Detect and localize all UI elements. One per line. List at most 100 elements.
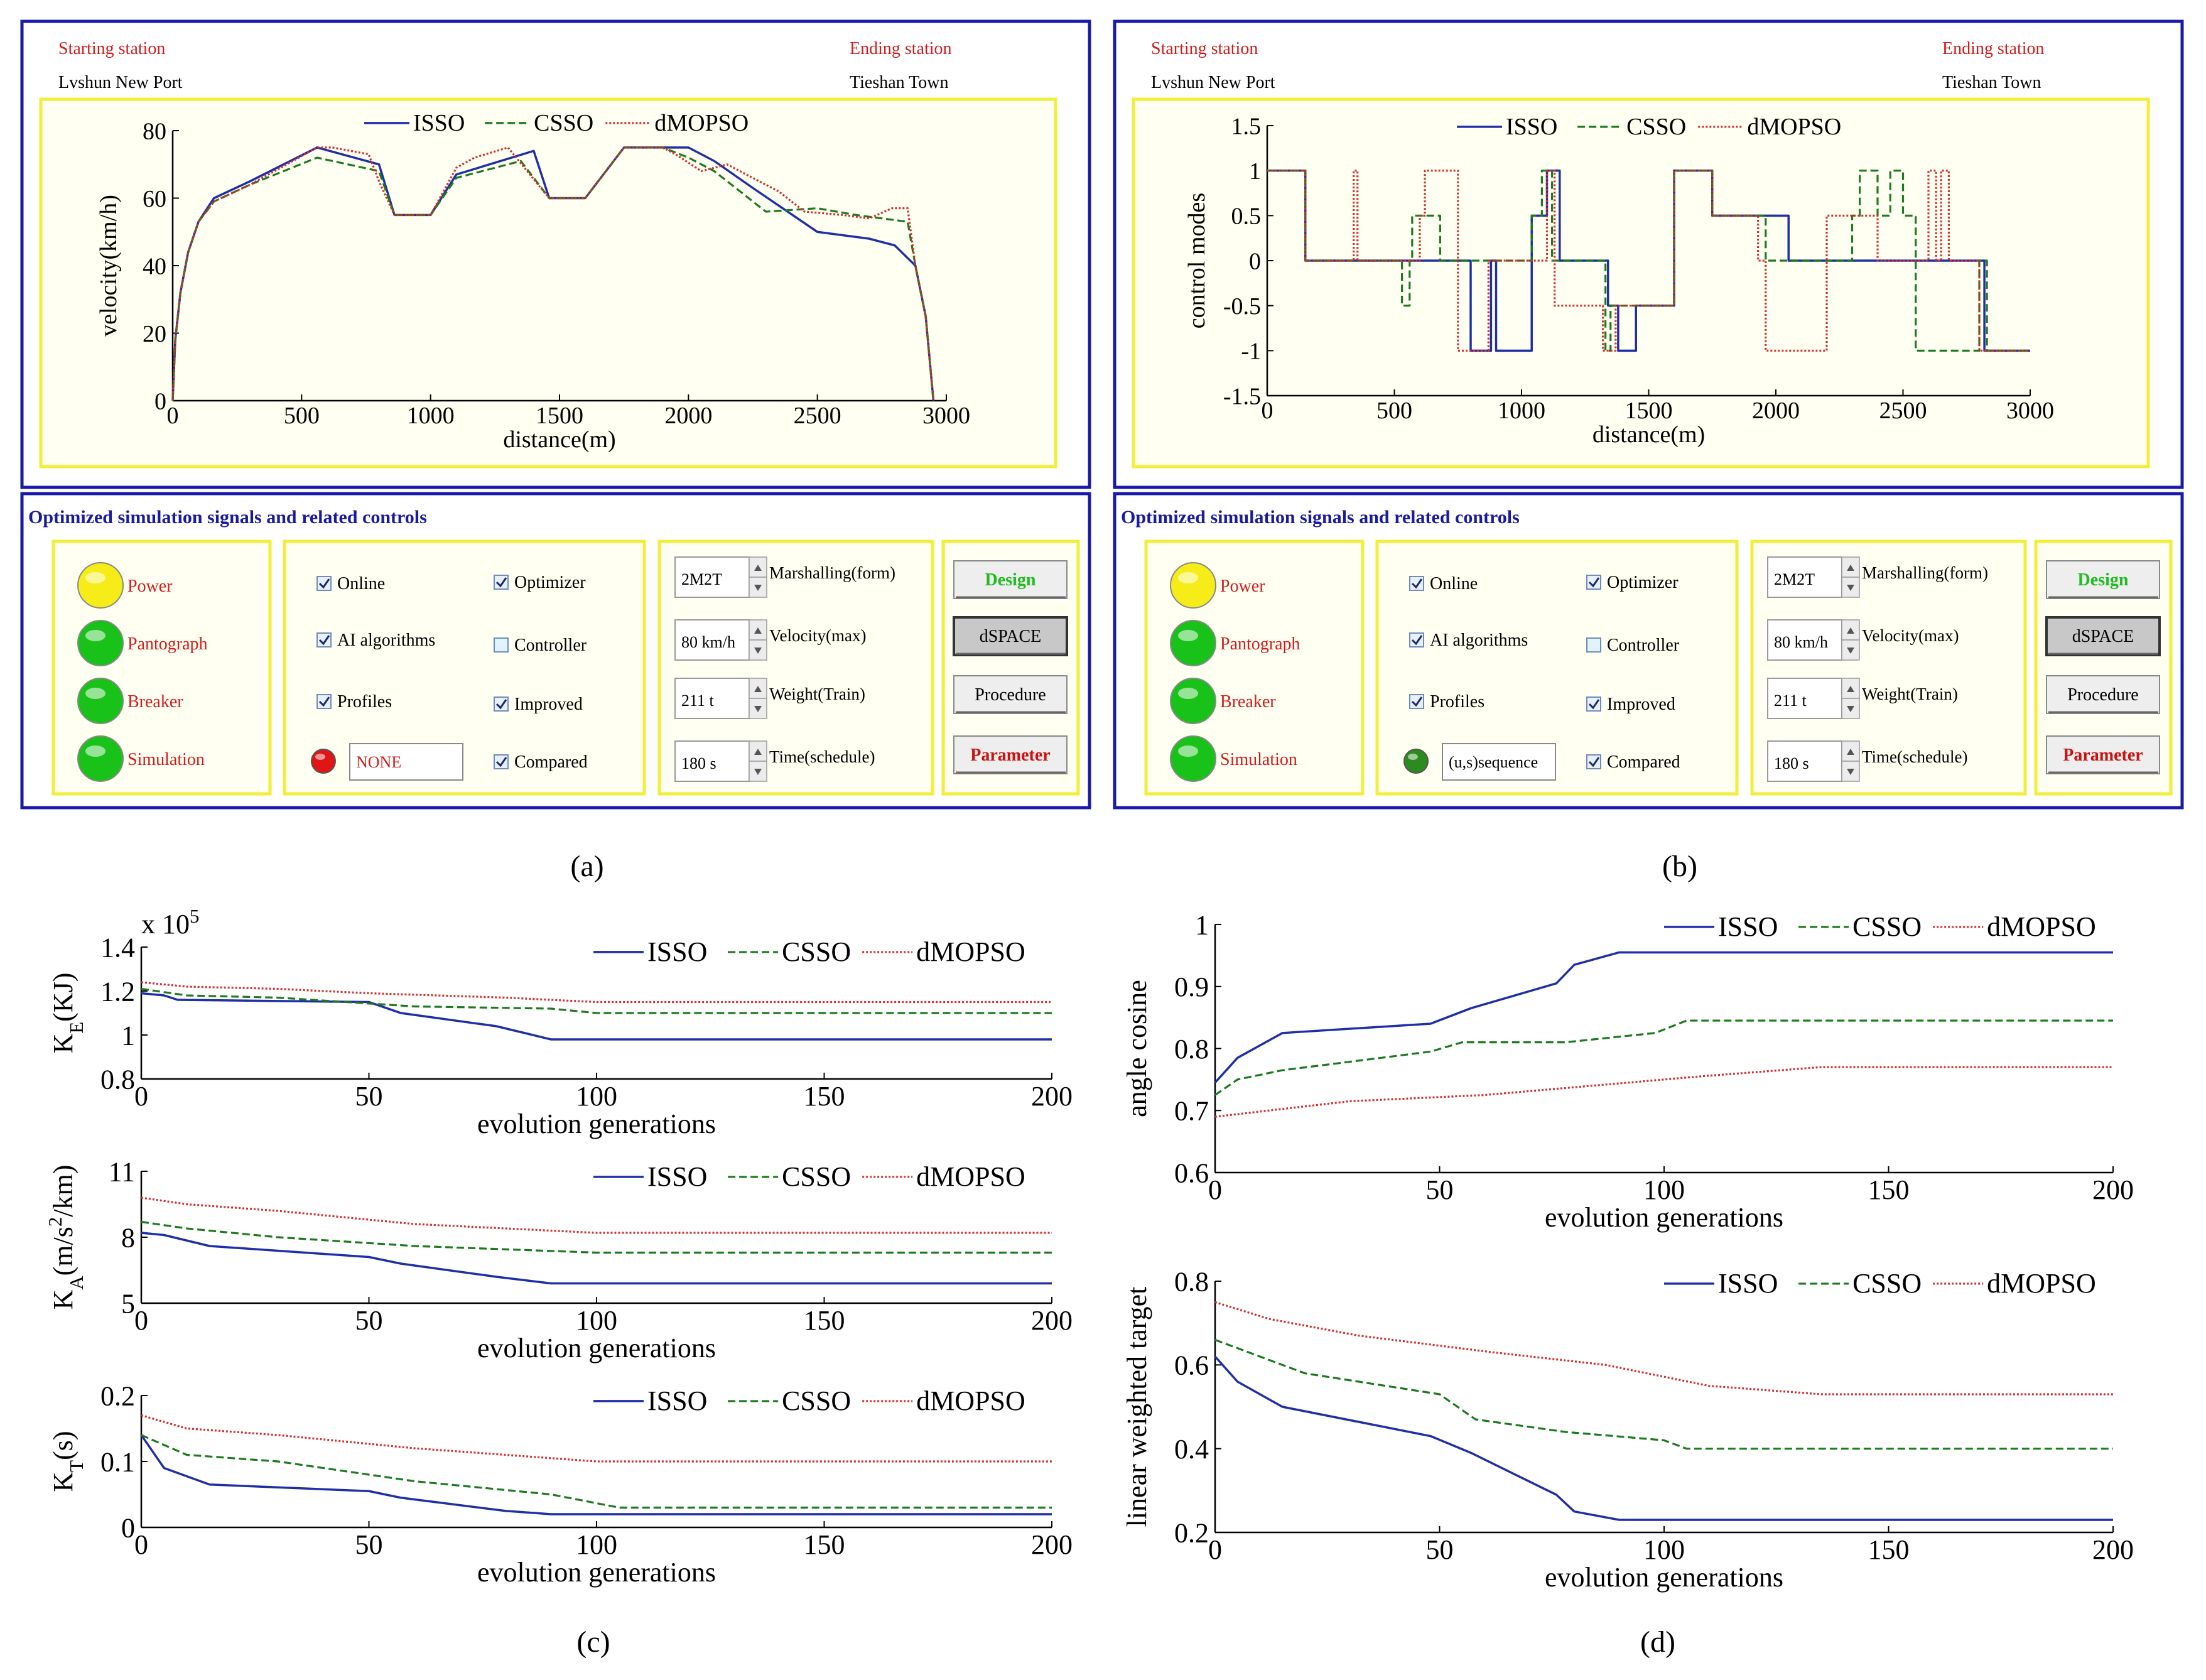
led-breaker-label: Breaker: [1220, 692, 1276, 712]
dspace-button[interactable]: [2045, 616, 2161, 656]
spinner-value: 80 km/h: [1774, 633, 1828, 651]
spinner-marshalling-input[interactable]: [1767, 556, 1842, 598]
series-isso: [140, 1434, 1052, 1515]
checkbox-online[interactable]: [1409, 576, 1424, 591]
status-field[interactable]: [1442, 743, 1556, 781]
y-tick-label: 0.6: [1174, 1350, 1209, 1381]
checkbox-controller[interactable]: [494, 637, 509, 653]
parameter-button[interactable]: [2046, 735, 2160, 774]
chart-ka: 0 50 100 150 200 5 8 11 evolution generations KA(…: [45, 1156, 1073, 1363]
spinner-velocity-input[interactable]: [674, 619, 750, 661]
spinner-weight-input[interactable]: [674, 678, 750, 719]
legend-label-isso: ISSO: [647, 936, 707, 967]
led-highlight: [85, 688, 105, 699]
led-power-label: Power: [127, 577, 173, 596]
checkmark-icon: [495, 699, 507, 710]
chart-kt: 0 50 100 150 200 0 0.1 0.2 evolution generations…: [48, 1380, 1073, 1587]
chevron-up-icon: [754, 749, 762, 755]
legend-label-csso: CSSO: [782, 1161, 851, 1192]
starting-station-label: Starting station: [58, 39, 165, 58]
y-tick-label: 0.8: [1174, 1266, 1209, 1297]
checkbox-improved[interactable]: [1586, 696, 1601, 712]
led-highlight: [1178, 688, 1198, 699]
chevron-up-icon: [1847, 686, 1854, 692]
x-axis-label: evolution generations: [477, 1557, 716, 1588]
checkbox-ai-algorithms[interactable]: [316, 632, 332, 648]
spinner-value: 2M2T: [681, 570, 722, 588]
y-tick-label: 20: [143, 321, 166, 347]
y-tick-label: 11: [109, 1156, 135, 1187]
led-simulation-label: Simulation: [127, 750, 205, 769]
checkmark-icon: [1411, 578, 1423, 589]
checkbox-online[interactable]: [316, 576, 332, 591]
spinner-velocity-input[interactable]: [1767, 619, 1842, 661]
chevron-up-icon: [1847, 565, 1854, 571]
y-tick-label: 1: [121, 1020, 135, 1051]
procedure-button-label: Procedure: [975, 685, 1046, 705]
x-axis-label: evolution generations: [1545, 1562, 1783, 1593]
checkbox-controller[interactable]: [1586, 637, 1601, 653]
spinner-time-input[interactable]: [1767, 740, 1842, 782]
series-isso: [1214, 1355, 2113, 1521]
x-axis-label: distance(m): [1592, 421, 1705, 448]
spinner-label: Marshalling(form): [769, 563, 895, 582]
checkbox-optimizer[interactable]: [494, 575, 509, 590]
x-tick-label: 2500: [1879, 398, 1927, 424]
spinner-time-input[interactable]: [674, 740, 750, 782]
legend-label-isso: ISSO: [647, 1385, 707, 1416]
spinner-down-button[interactable]: [749, 639, 767, 661]
led-highlight: [1178, 630, 1198, 641]
design-button[interactable]: [953, 560, 1068, 599]
checkbox-compared[interactable]: [494, 754, 509, 769]
checkbox-label: Compared: [1607, 752, 1680, 772]
y-tick-label: 1: [1249, 158, 1261, 185]
procedure-button[interactable]: [2046, 675, 2160, 714]
x-tick-label: 0: [134, 1081, 148, 1112]
caption-a: (a): [570, 850, 603, 883]
x-tick-label: 0: [1208, 1534, 1222, 1565]
y-tick-label: 0.5: [1231, 203, 1262, 230]
status-indicator: [1403, 749, 1429, 774]
checkbox-compared[interactable]: [1586, 754, 1601, 769]
spinner-label: Marshalling(form): [1862, 563, 1988, 582]
checkbox-ai-algorithms[interactable]: [1409, 632, 1424, 648]
checkbox-label: Profiles: [337, 692, 392, 712]
x-tick-label: 1500: [536, 403, 583, 429]
status-highlight: [315, 754, 325, 760]
status-field[interactable]: [349, 743, 463, 781]
x-tick-label: 1500: [1625, 398, 1673, 424]
checkbox-label: Optimizer: [514, 573, 586, 592]
series-dmopso: [171, 146, 935, 401]
x-tick-label: 50: [355, 1529, 383, 1560]
led-simulation-label: Simulation: [1220, 750, 1297, 769]
checkbox-group: [1375, 539, 1739, 796]
checkbox-improved[interactable]: [494, 696, 509, 712]
series-isso: [1214, 951, 2113, 1083]
x-tick-label: 500: [284, 403, 320, 429]
ending-station-value: Tieshan Town: [850, 73, 949, 92]
y-tick-label: -1: [1241, 339, 1261, 365]
chevron-down-icon: [1847, 585, 1854, 591]
parameter-button[interactable]: [953, 735, 1068, 774]
spinner-label: Velocity(max): [1862, 626, 1959, 645]
checkbox-label: AI algorithms: [337, 631, 435, 650]
checkbox-profiles[interactable]: [316, 694, 332, 709]
spinner-marshalling-input[interactable]: [674, 556, 750, 598]
spinner-label: Velocity(max): [769, 626, 866, 645]
legend-label-isso: ISSO: [1718, 911, 1778, 942]
y-tick-label: 0.4: [1174, 1434, 1209, 1465]
checkbox-optimizer[interactable]: [1586, 575, 1601, 590]
y-tick-label: 0.7: [1174, 1096, 1209, 1127]
checkmark-icon: [1588, 699, 1600, 710]
chevron-down-icon: [1847, 648, 1854, 654]
series-isso: [141, 992, 1052, 1041]
procedure-button[interactable]: [953, 675, 1068, 714]
spinner-weight-input[interactable]: [1767, 678, 1842, 719]
checkmark-icon: [1588, 757, 1600, 767]
dspace-button[interactable]: [953, 616, 1068, 656]
x-tick-label: 100: [576, 1081, 617, 1112]
checkbox-profiles[interactable]: [1409, 694, 1424, 709]
chevron-down-icon: [1847, 769, 1854, 775]
design-button[interactable]: [2046, 560, 2160, 599]
